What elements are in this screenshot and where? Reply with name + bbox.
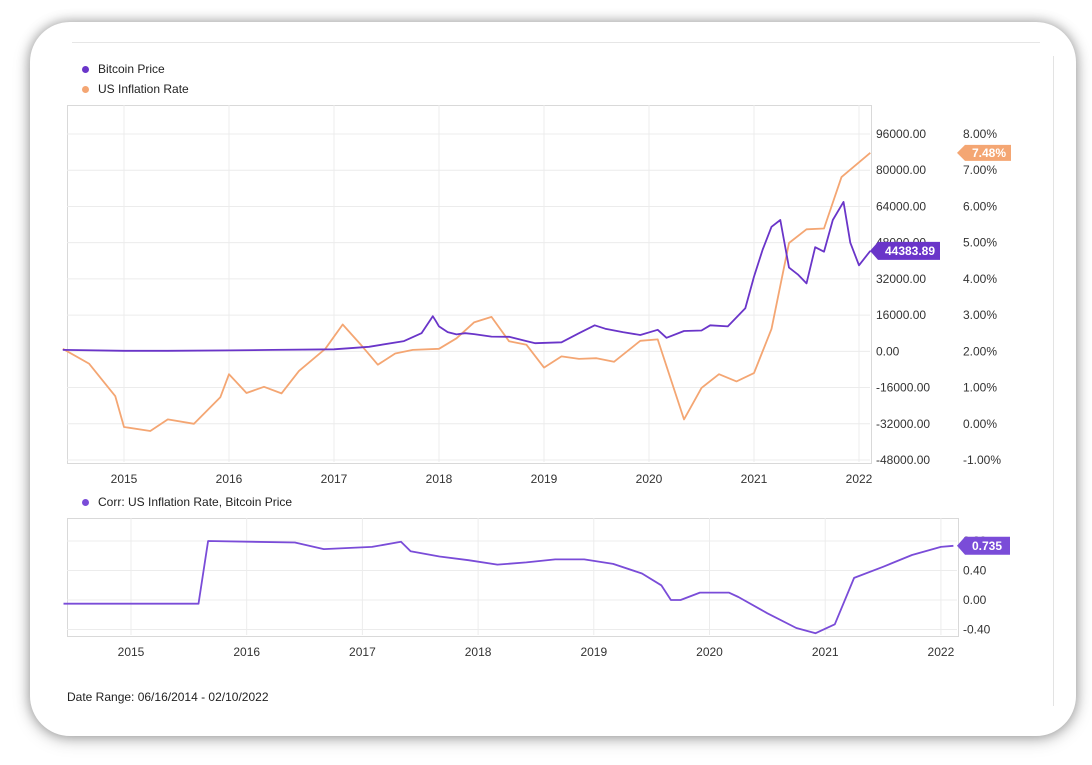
main-y-right-tick: 0.00% bbox=[963, 417, 997, 431]
main-x-tick-2021: 2021 bbox=[741, 472, 768, 486]
corr-y-tick: 0.00 bbox=[963, 593, 987, 607]
main-y-left-tick: 16000.00 bbox=[876, 308, 926, 322]
main-y-left-tick: 32000.00 bbox=[876, 272, 926, 286]
main-y-left-tick: -16000.00 bbox=[876, 381, 930, 395]
main-y-left-tick: 64000.00 bbox=[876, 199, 926, 213]
corr-x-tick-2017: 2017 bbox=[349, 645, 376, 659]
main-y-left-tick: 0.00 bbox=[876, 344, 900, 358]
main-y-right-tick: -1.00% bbox=[963, 453, 1001, 467]
main-x-tick-2020: 2020 bbox=[636, 472, 663, 486]
corr-y-tick: 0.40 bbox=[963, 564, 987, 578]
corr-y-tick: -0.40 bbox=[963, 623, 991, 637]
main-x-tick-2022: 2022 bbox=[846, 472, 873, 486]
date-range-label: Date Range: 06/16/2014 - 02/10/2022 bbox=[67, 690, 269, 704]
main-y-right-tick: 8.00% bbox=[963, 127, 997, 141]
corr-x-tick-2021: 2021 bbox=[812, 645, 839, 659]
main-y-left-tick: -48000.00 bbox=[876, 453, 930, 467]
main-y-left-tick: 80000.00 bbox=[876, 163, 926, 177]
main-y-right-tick: 6.00% bbox=[963, 199, 997, 213]
main-x-tick-2016: 2016 bbox=[216, 472, 243, 486]
corr-x-tick-2015: 2015 bbox=[118, 645, 145, 659]
corr-x-tick-2022: 2022 bbox=[928, 645, 955, 659]
main-y-right-tick: 5.00% bbox=[963, 236, 997, 250]
main-y-right-tick: 7.00% bbox=[963, 163, 997, 177]
main-x-tick-2017: 2017 bbox=[321, 472, 348, 486]
corr-x-tick-2020: 2020 bbox=[696, 645, 723, 659]
main-y-right-tick: 1.00% bbox=[963, 381, 997, 395]
corr-last-value-label: 0.735 bbox=[972, 539, 1002, 553]
main-x-tick-2015: 2015 bbox=[111, 472, 138, 486]
main-y-right-tick: 2.00% bbox=[963, 344, 997, 358]
main-y-left-tick: -32000.00 bbox=[876, 417, 930, 431]
main-x-tick-2018: 2018 bbox=[426, 472, 453, 486]
main-x-tick-2019: 2019 bbox=[531, 472, 558, 486]
corr-line bbox=[64, 541, 954, 633]
main-y-right-tick: 3.00% bbox=[963, 308, 997, 322]
bitcoin-last-value-label: 44383.89 bbox=[885, 244, 935, 258]
main-y-right-tick: 4.00% bbox=[963, 272, 997, 286]
inflation-last-value-label: 7.48% bbox=[972, 146, 1006, 160]
corr-x-tick-2018: 2018 bbox=[465, 645, 492, 659]
corr-x-tick-2016: 2016 bbox=[233, 645, 260, 659]
main-y-left-tick: 96000.00 bbox=[876, 127, 926, 141]
corr-x-tick-2019: 2019 bbox=[580, 645, 607, 659]
